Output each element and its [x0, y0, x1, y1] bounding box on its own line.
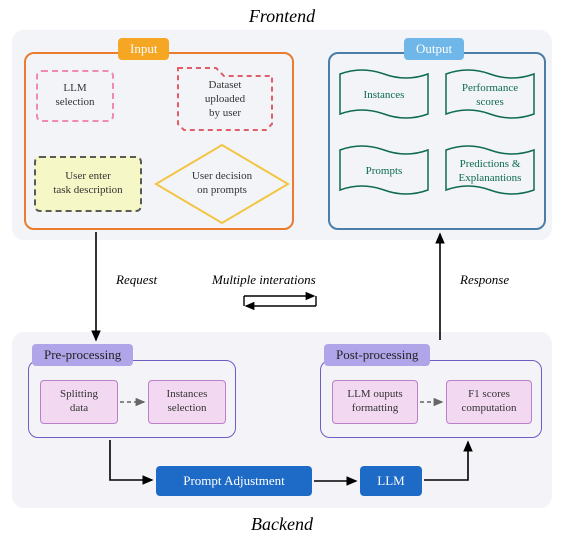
inst-sel-node: Instances selection [148, 380, 226, 424]
post-label: Post-processing [324, 344, 430, 366]
response-label: Response [460, 272, 509, 288]
split-node: Splitting data [40, 380, 118, 424]
output-prompts: Prompts [340, 154, 428, 190]
pre-label: Pre-processing [32, 344, 133, 366]
dataset-node: Dataset uploaded by user [178, 74, 272, 126]
output-label: Output [404, 38, 464, 60]
decision-node: User decision on prompts [164, 166, 280, 202]
frontend-title: Frontend [0, 6, 564, 27]
input-label: Input [118, 38, 169, 60]
f1-node: F1 scores computation [446, 380, 532, 424]
fmt-node: LLM ouputs formatting [332, 380, 418, 424]
llm-node: LLM [360, 466, 422, 496]
multi-label: Multiple interations [212, 272, 316, 288]
task-desc-node: User enter task description [34, 156, 142, 212]
request-label: Request [116, 272, 157, 288]
output-perf: Performance scores [446, 78, 534, 114]
prompt-adj-node: Prompt Adjustment [156, 466, 312, 496]
output-pred: Predictions & Explanantions [446, 154, 534, 190]
backend-title: Backend [0, 514, 564, 535]
llm-selection-node: LLM selection [36, 70, 114, 122]
output-instances: Instances [340, 78, 428, 114]
